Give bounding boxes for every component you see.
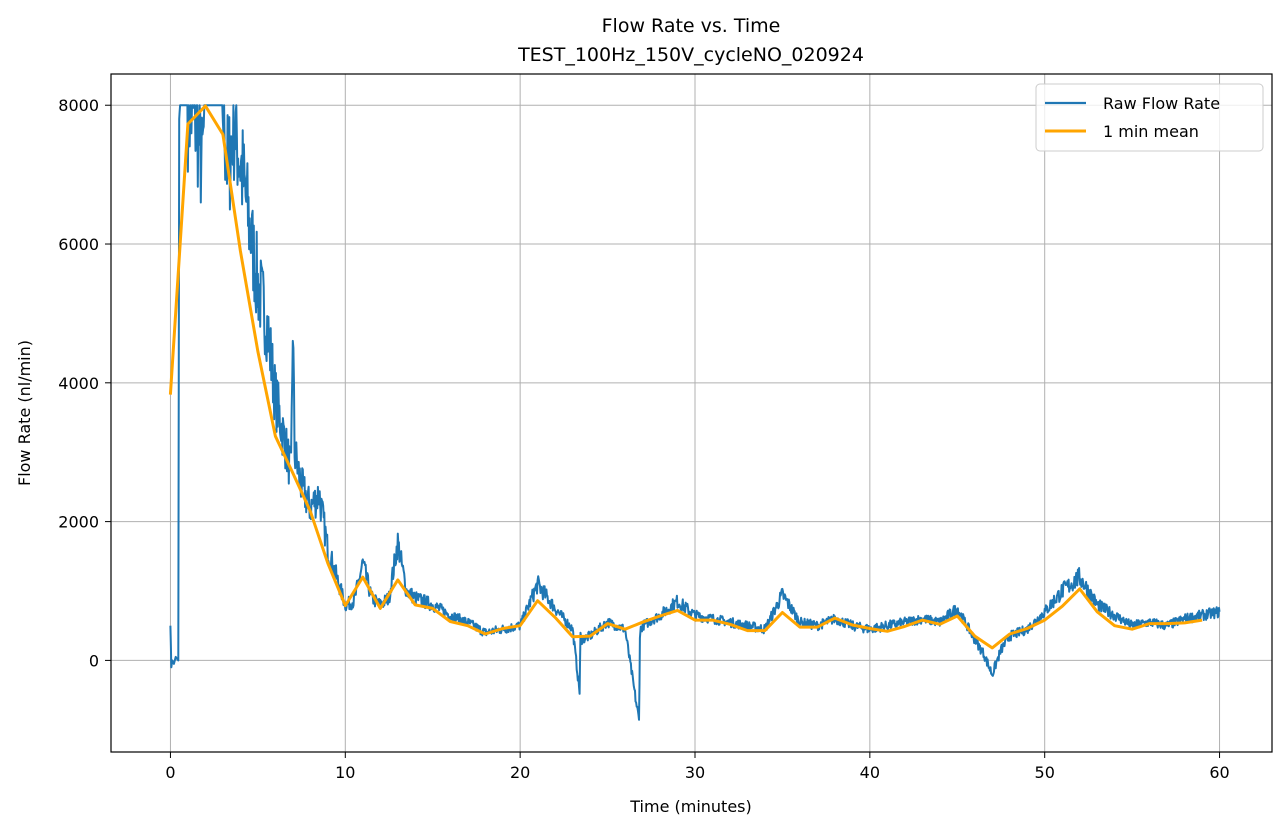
y-tick-label: 4000 bbox=[58, 374, 99, 393]
series-layer bbox=[168, 104, 1221, 721]
y-tick-label: 0 bbox=[89, 651, 99, 670]
legend-label-raw: Raw Flow Rate bbox=[1103, 94, 1220, 113]
x-tick-label: 0 bbox=[165, 763, 175, 782]
x-tick-label: 10 bbox=[335, 763, 355, 782]
y-tick-label: 8000 bbox=[58, 96, 99, 115]
x-axis-label: Time (minutes) bbox=[629, 797, 752, 816]
plot-frame bbox=[110, 73, 1273, 753]
x-tick-label: 40 bbox=[860, 763, 880, 782]
legend: Raw Flow Rate 1 min mean bbox=[1035, 83, 1264, 152]
y-axis-label: Flow Rate (nl/min) bbox=[15, 340, 34, 486]
x-tick-label: 30 bbox=[685, 763, 705, 782]
chart-title: Flow Rate vs. Time bbox=[602, 15, 781, 37]
x-tick-label: 60 bbox=[1209, 763, 1229, 782]
series-1-min-mean bbox=[168, 104, 1203, 650]
y-tick-label: 2000 bbox=[58, 513, 99, 532]
grid-lines bbox=[111, 74, 1272, 752]
legend-box bbox=[1035, 83, 1264, 152]
chart-subtitle: TEST_100Hz_150V_cycleNO_020924 bbox=[517, 44, 864, 66]
axis-ticks: 0 10 20 30 40 50 60 0 2000 4000 6000 8000 bbox=[58, 96, 1229, 782]
y-tick-label: 6000 bbox=[58, 235, 99, 254]
legend-label-mean: 1 min mean bbox=[1103, 122, 1199, 141]
x-tick-label: 20 bbox=[510, 763, 530, 782]
x-tick-label: 50 bbox=[1035, 763, 1055, 782]
